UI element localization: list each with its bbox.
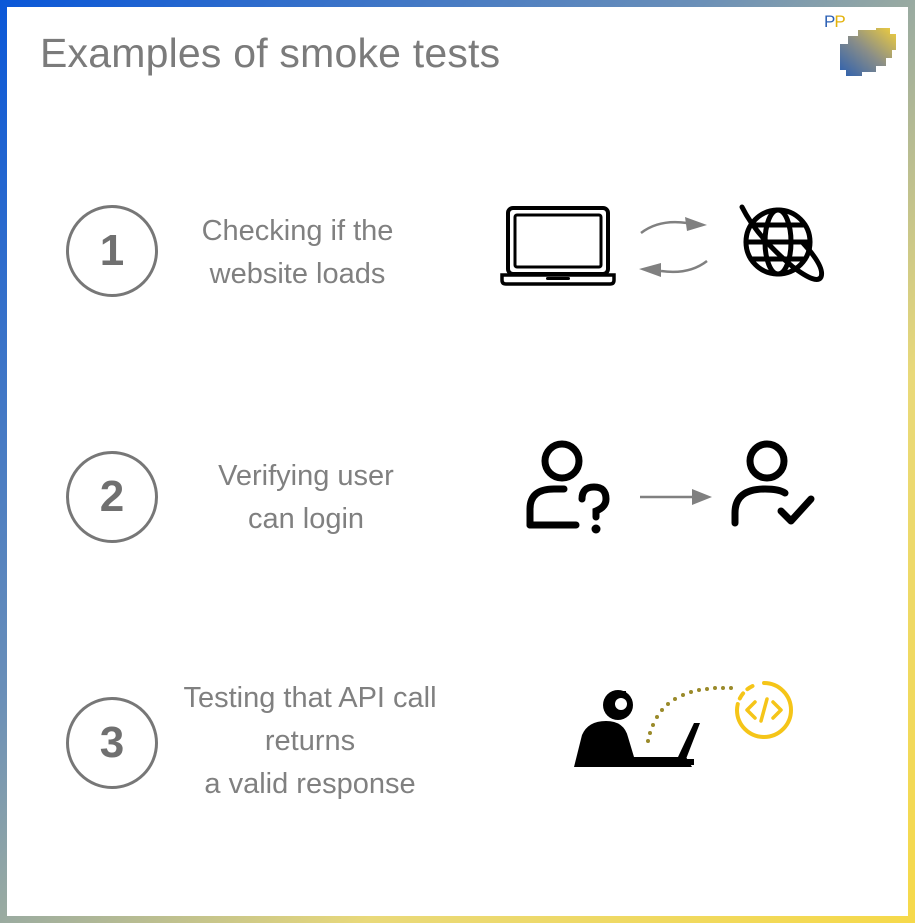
content-panel: [7, 7, 908, 916]
developer-at-laptop-icon: [574, 686, 733, 767]
logo: PP: [822, 10, 902, 80]
step-number-badge: 2: [66, 451, 158, 543]
globe-icon: [739, 204, 825, 282]
sync-arrows-icon: [639, 217, 708, 277]
laptop-icon: [500, 206, 616, 286]
logo-mark-icon: [840, 28, 896, 76]
page-title: Examples of smoke tests: [40, 30, 501, 76]
user-question-icon: [526, 440, 610, 534]
logo-text: PP: [824, 12, 846, 31]
step-label: Checking if the website loads: [201, 215, 394, 290]
user-check-icon: [731, 440, 815, 527]
step-number-badge: 3: [66, 697, 158, 789]
step-label: Testing that API call returns a valid re…: [183, 682, 437, 800]
step-number-badge: 1: [66, 205, 158, 297]
code-icon: [735, 681, 793, 739]
arrow-right-icon: [640, 489, 712, 505]
step-label: Verifying user can login: [218, 460, 394, 535]
